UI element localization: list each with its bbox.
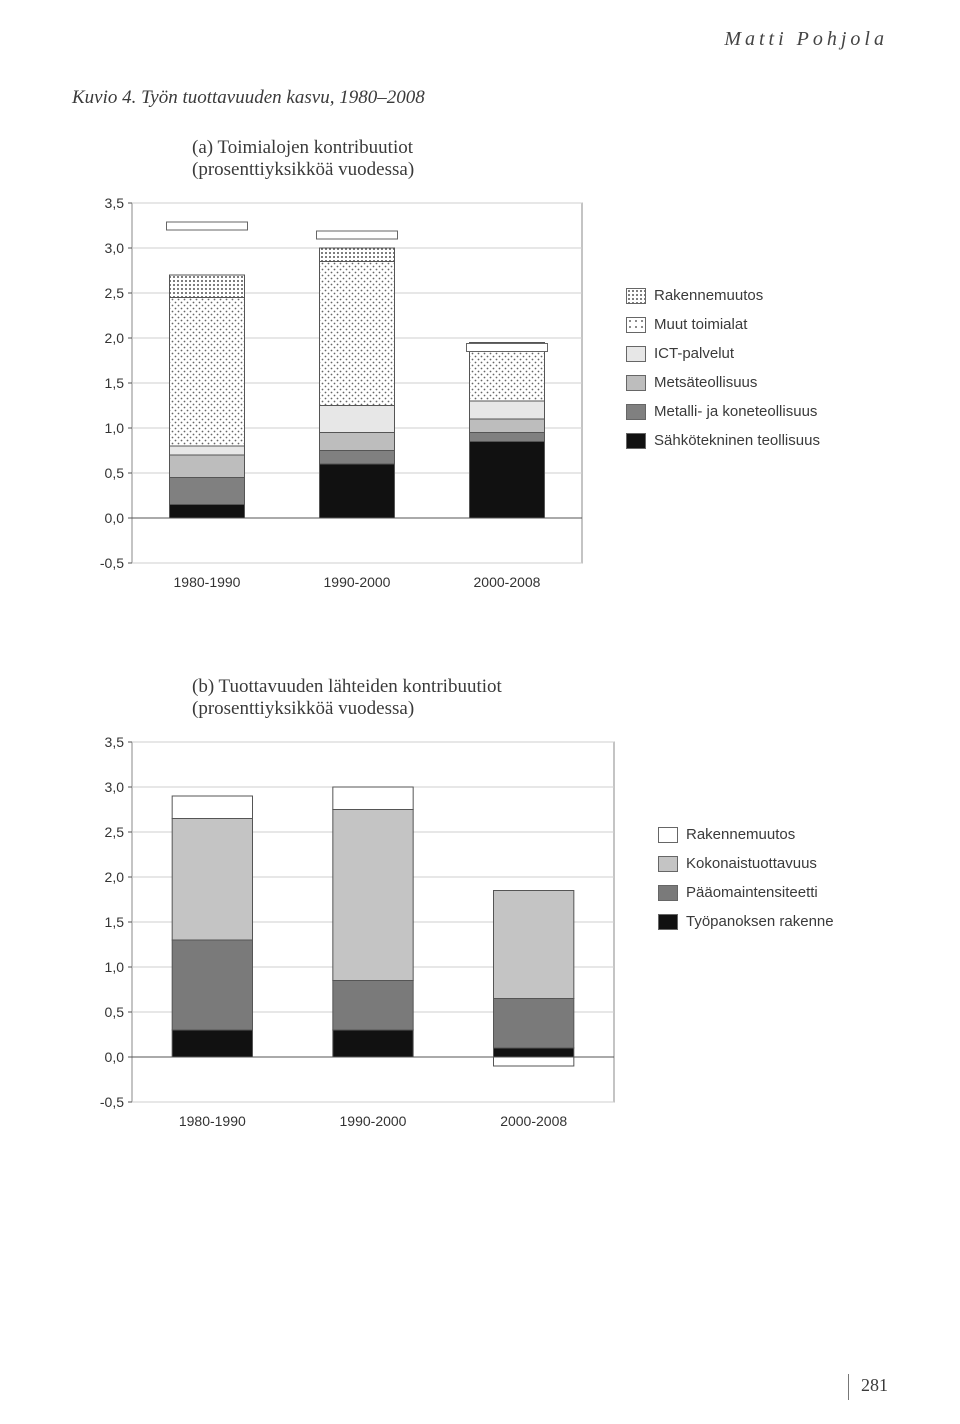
legend-label: Pääomaintensiteetti — [686, 884, 818, 901]
legend-label: Työpanoksen rakenne — [686, 913, 834, 930]
legend-label: Rakennemuutos — [654, 287, 763, 304]
svg-text:0,5: 0,5 — [105, 1004, 125, 1020]
legend-label: Kokonaistuottavuus — [686, 855, 817, 872]
legend-label: Muut toimialat — [654, 316, 747, 333]
bar-segment — [172, 940, 252, 1030]
chart-a-legend: Rakennemuutos Muut toimialat ICT-palvelut M… — [626, 287, 820, 449]
bar-segment — [320, 464, 395, 518]
bar-segment — [470, 419, 545, 433]
svg-text:2,5: 2,5 — [105, 285, 125, 301]
svg-text:3,5: 3,5 — [105, 195, 125, 211]
bar-segment — [494, 999, 574, 1049]
bar-segment — [320, 262, 395, 406]
svg-text:1,5: 1,5 — [105, 375, 125, 391]
bar-segment — [320, 451, 395, 465]
legend-item: Kokonaistuottavuus — [658, 855, 834, 872]
total-marker — [317, 231, 398, 239]
chart-b-legend: Rakennemuutos Kokonaistuottavuus Pääomaint… — [658, 826, 834, 930]
svg-text:1,0: 1,0 — [105, 420, 125, 436]
chart-a: -0,5 0,0 0,5 1,0 1,5 2,0 2,5 3,0 3,5 1980-1990 199… — [72, 187, 602, 612]
bar-segment — [170, 505, 245, 519]
total-marker — [167, 222, 248, 230]
legend-item: ICT-palvelut — [626, 345, 820, 362]
svg-text:3,5: 3,5 — [105, 734, 125, 750]
svg-text:3,0: 3,0 — [105, 240, 125, 256]
chart-a-subtitle: (a) Toimialojen kontribuutiot (prosentti… — [192, 137, 888, 181]
svg-text:1,0: 1,0 — [105, 959, 125, 975]
legend-item: Sähkötekninen teollisuus — [626, 432, 820, 449]
category-label: 1990-2000 — [340, 1113, 407, 1129]
bar-segment — [494, 1048, 574, 1057]
bar-segment — [333, 1030, 413, 1057]
bar-segment — [470, 433, 545, 442]
legend-label: Metalli- ja koneteollisuus — [654, 403, 817, 420]
bar-segment — [170, 298, 245, 447]
chart-b-svg: -0,5 0,0 0,5 1,0 1,5 2,0 2,5 3,0 3,5 1980-1990 199… — [72, 726, 634, 1146]
page-number: 281 — [848, 1374, 888, 1400]
bar-segment — [470, 352, 545, 402]
figure-caption: Kuvio 4. Työn tuottavuuden kasvu, 1980–2… — [72, 87, 888, 109]
bar-segment — [494, 1057, 574, 1066]
bar-segment — [333, 810, 413, 981]
svg-text:2,0: 2,0 — [105, 330, 125, 346]
category-label: 2000-2008 — [500, 1113, 567, 1129]
legend-item: Muut toimialat — [626, 316, 820, 333]
bar-segment — [170, 455, 245, 478]
chart-a-svg: -0,5 0,0 0,5 1,0 1,5 2,0 2,5 3,0 3,5 1980-1990 199… — [72, 187, 602, 607]
bar-segment — [170, 446, 245, 455]
bar-segment — [170, 478, 245, 505]
legend-label: Sähkötekninen teollisuus — [654, 432, 820, 449]
legend-label: Rakennemuutos — [686, 826, 795, 843]
chart-b: -0,5 0,0 0,5 1,0 1,5 2,0 2,5 3,0 3,5 1980-1990 199… — [72, 726, 634, 1151]
legend-item: Pääomaintensiteetti — [658, 884, 834, 901]
category-label: 1980-1990 — [179, 1113, 246, 1129]
total-marker — [467, 344, 548, 352]
bar-segment — [470, 442, 545, 519]
svg-text:1,5: 1,5 — [105, 914, 125, 930]
chart-b-subtitle: (b) Tuottavuuden lähteiden kontribuutiot… — [192, 676, 888, 720]
legend-label: Metsäteollisuus — [654, 374, 757, 391]
page-number-bar — [848, 1374, 849, 1400]
legend-item: Metsäteollisuus — [626, 374, 820, 391]
bar-segment — [172, 819, 252, 941]
legend-item: Työpanoksen rakenne — [658, 913, 834, 930]
svg-text:0,0: 0,0 — [105, 510, 125, 526]
bar-segment — [170, 275, 245, 298]
bar-segment — [172, 1030, 252, 1057]
bar-segment — [320, 433, 395, 451]
bar-segment — [470, 401, 545, 419]
author-header: Matti Pohjola — [72, 28, 888, 51]
bar-segment — [494, 891, 574, 999]
bar-segment — [172, 796, 252, 819]
svg-text:3,0: 3,0 — [105, 779, 125, 795]
category-label: 2000-2008 — [474, 574, 541, 590]
svg-text:2,0: 2,0 — [105, 869, 125, 885]
legend-item: Metalli- ja koneteollisuus — [626, 403, 820, 420]
svg-text:2,5: 2,5 — [105, 824, 125, 840]
bar-segment — [320, 406, 395, 433]
svg-text:-0,5: -0,5 — [100, 555, 124, 571]
category-label: 1990-2000 — [324, 574, 391, 590]
legend-label: ICT-palvelut — [654, 345, 734, 362]
category-label: 1980-1990 — [174, 574, 241, 590]
svg-text:0,5: 0,5 — [105, 465, 125, 481]
chart-b-wrap: -0,5 0,0 0,5 1,0 1,5 2,0 2,5 3,0 3,5 1980-1990 199… — [72, 726, 888, 1151]
bar-segment — [333, 981, 413, 1031]
legend-item: Rakennemuutos — [626, 287, 820, 304]
bar-segment — [333, 787, 413, 810]
svg-text:0,0: 0,0 — [105, 1049, 125, 1065]
legend-item: Rakennemuutos — [658, 826, 834, 843]
bar-segment — [320, 248, 395, 262]
chart-a-wrap: -0,5 0,0 0,5 1,0 1,5 2,0 2,5 3,0 3,5 1980-1990 199… — [72, 187, 888, 612]
svg-text:-0,5: -0,5 — [100, 1094, 124, 1110]
page-number-text: 281 — [861, 1375, 888, 1395]
